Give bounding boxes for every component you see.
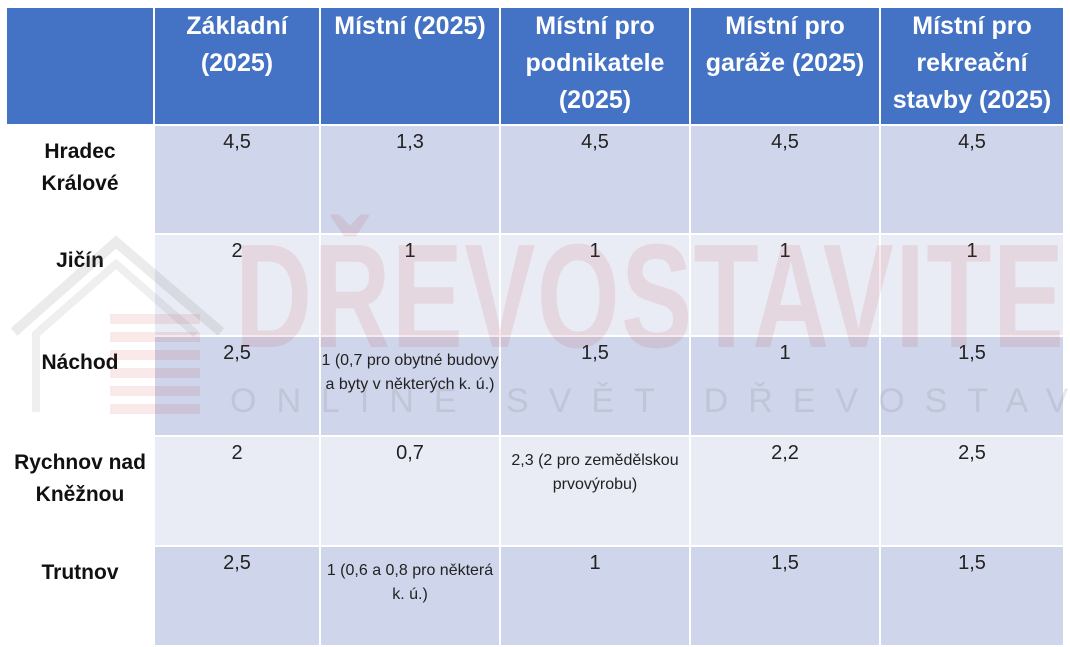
table-cell: 1,5: [879, 335, 1065, 437]
table-cell: 1: [499, 233, 691, 337]
table-cell: 4,5: [153, 124, 321, 235]
table-cell: 1: [319, 233, 501, 337]
row-header: Jičín: [5, 233, 155, 337]
header-cell-podnikatele: Místní pro podnikatele (2025): [499, 6, 691, 126]
table-cell: 2: [153, 435, 321, 547]
header-cell-mistni: Místní (2025): [319, 6, 501, 126]
table-cell: 1: [499, 545, 691, 647]
table-cell: 1: [689, 233, 881, 337]
header-cell-garaze: Místní pro garáže (2025): [689, 6, 881, 126]
table-row: Rychnov nad Kněžnou 2 0,7 2,3 (2 pro zem…: [5, 435, 1065, 547]
table-cell: 4,5: [689, 124, 881, 235]
table-cell: 1 (0,7 pro obytné budovy a byty v někter…: [319, 335, 501, 437]
table-cell: 1,5: [879, 545, 1065, 647]
table-cell: 4,5: [499, 124, 691, 235]
header-row: Základní (2025) Místní (2025) Místní pro…: [5, 6, 1065, 126]
table-cell: 4,5: [879, 124, 1065, 235]
table-cell: 2,2: [689, 435, 881, 547]
row-header: Rychnov nad Kněžnou: [5, 435, 155, 547]
table-cell: 2,5: [879, 435, 1065, 547]
row-header: Hradec Králové: [5, 124, 155, 235]
table-row: Jičín 2 1 1 1 1: [5, 233, 1065, 337]
row-header: Náchod: [5, 335, 155, 437]
table-cell: 2,5: [153, 545, 321, 647]
table-cell: 2: [153, 233, 321, 337]
table-row: Hradec Králové 4,5 1,3 4,5 4,5 4,5: [5, 124, 1065, 235]
header-cell-rekreacni: Místní pro rekreační stavby (2025): [879, 6, 1065, 126]
table-cell: 1,5: [499, 335, 691, 437]
table-cell: 1: [879, 233, 1065, 337]
table-cell: 2,3 (2 pro zemědělskou prvovýrobu): [499, 435, 691, 547]
table-cell: 0,7: [319, 435, 501, 547]
table-row: Náchod 2,5 1 (0,7 pro obytné budovy a by…: [5, 335, 1065, 437]
table-cell: 1: [689, 335, 881, 437]
table-cell: 2,5: [153, 335, 321, 437]
table-cell: 1,3: [319, 124, 501, 235]
table-cell: 1,5: [689, 545, 881, 647]
header-cell-empty: [5, 6, 155, 126]
header-cell-zakladni: Základní (2025): [153, 6, 321, 126]
table-row: Trutnov 2,5 1 (0,6 a 0,8 pro některá k. …: [5, 545, 1065, 647]
row-header: Trutnov: [5, 545, 155, 647]
table-cell: 1 (0,6 a 0,8 pro některá k. ú.): [319, 545, 501, 647]
tax-rate-table: Základní (2025) Místní (2025) Místní pro…: [5, 6, 1065, 647]
